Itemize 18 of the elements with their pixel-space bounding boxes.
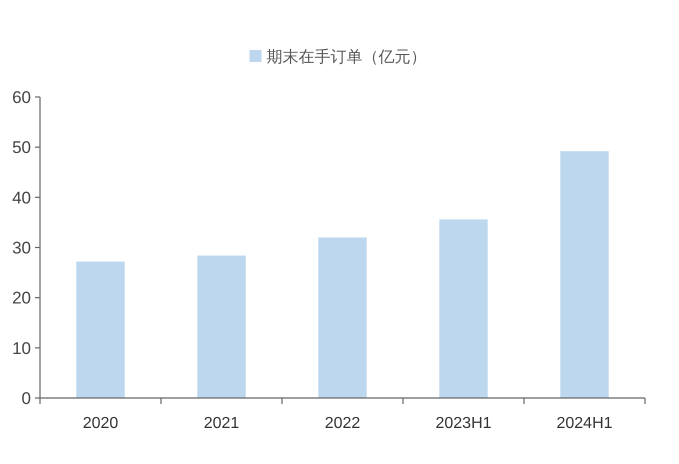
y-tick-label: 0 bbox=[22, 389, 31, 408]
bar bbox=[439, 219, 488, 398]
bar bbox=[560, 151, 609, 398]
x-tick-label: 2021 bbox=[204, 415, 240, 432]
bar bbox=[318, 237, 367, 398]
y-tick-label: 50 bbox=[12, 138, 31, 158]
y-tick-label: 40 bbox=[12, 188, 31, 208]
bar bbox=[76, 262, 125, 398]
x-tick-label: 2024H1 bbox=[556, 415, 613, 432]
y-tick-label: 10 bbox=[12, 338, 31, 358]
x-tick-label: 2020 bbox=[82, 415, 118, 432]
bar bbox=[197, 256, 246, 398]
y-tick-label: 20 bbox=[12, 288, 31, 308]
x-tick-label: 2022 bbox=[324, 415, 360, 432]
y-tick-label: 30 bbox=[12, 238, 31, 258]
x-tick-label: 2023H1 bbox=[435, 415, 492, 432]
legend-label: 期末在手订单（亿元） bbox=[266, 48, 426, 66]
y-tick-label: 60 bbox=[12, 88, 31, 107]
